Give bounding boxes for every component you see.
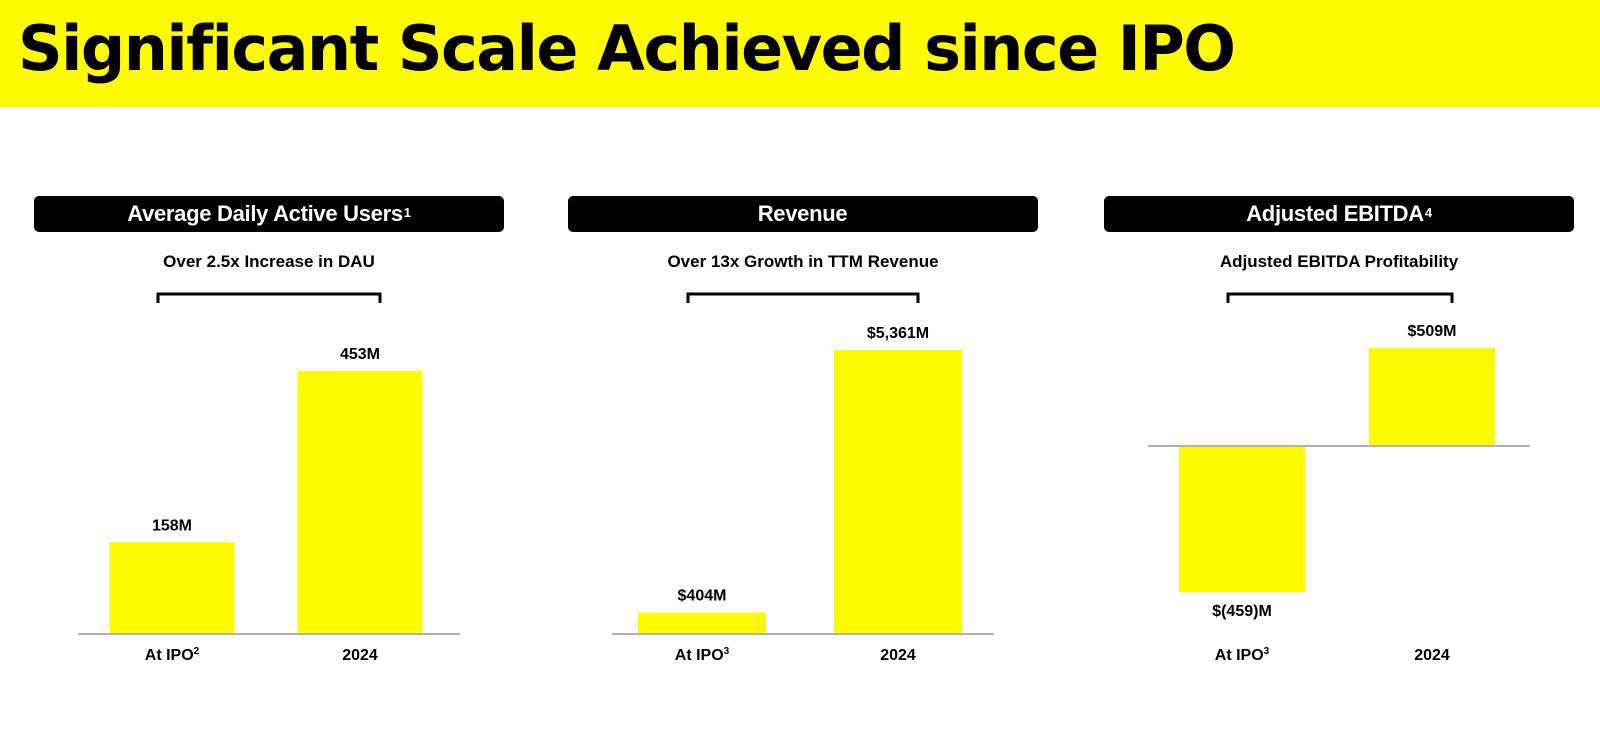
- revenue-panel: Revenue Over 13x Growth in TTM Revenue $…: [568, 196, 1038, 696]
- category-label-1: 2024: [880, 647, 916, 664]
- ebitda-panel: Adjusted EBITDA 4 Adjusted EBITDA Profita…: [1104, 196, 1574, 696]
- data-label-0: $(459)M: [1212, 603, 1272, 620]
- panel-header-ebitda: Adjusted EBITDA 4: [1104, 196, 1574, 232]
- data-label-1: $509M: [1408, 323, 1457, 340]
- ebitda-bar-chart: $(459)M At IPO3 $509M 2024: [1148, 292, 1530, 664]
- panel-header-label: Revenue: [757, 201, 848, 226]
- bar-1: [1369, 348, 1495, 446]
- comparison-bracket: [686, 292, 920, 303]
- panel-header-dau: Average Daily Active Users 1: [34, 196, 504, 232]
- dau-panel: Average Daily Active Users 1 Over 2.5x In…: [34, 196, 504, 696]
- dau-bar-chart: 158M At IPO2 453M 2024: [78, 292, 460, 664]
- category-label-1: 2024: [1414, 647, 1450, 664]
- panel-header-revenue: Revenue: [568, 196, 1038, 232]
- bar-0: [109, 542, 235, 634]
- data-label-0: $404M: [678, 588, 727, 605]
- page-title: Significant Scale Achieved since IPO: [18, 12, 1236, 85]
- category-label-0: At IPO3: [675, 646, 730, 664]
- panel-header-footnote: 1: [403, 204, 411, 220]
- panel-header-label: Average Daily Active Users: [127, 201, 403, 226]
- panel-subtitle: Over 13x Growth in TTM Revenue: [667, 252, 939, 271]
- category-label-0: At IPO2: [145, 646, 200, 664]
- bar-0: [1179, 446, 1305, 592]
- panel-subtitle: Over 2.5x Increase in DAU: [163, 252, 375, 271]
- category-label-1: 2024: [342, 647, 378, 664]
- bar-1: [297, 371, 423, 634]
- title-banner: Significant Scale Achieved since IPO: [0, 0, 1600, 107]
- panel-subtitle: Adjusted EBITDA Profitability: [1219, 252, 1459, 271]
- category-label-0: At IPO3: [1215, 646, 1270, 664]
- bar-0: [638, 612, 766, 634]
- data-label-1: 453M: [340, 346, 380, 363]
- data-label-1: $5,361M: [867, 325, 929, 342]
- comparison-bracket: [1226, 292, 1454, 303]
- revenue-bar-chart: $404M At IPO3 $5,361M 2024: [612, 292, 994, 664]
- bar-1: [834, 350, 962, 634]
- panel-header-label: Adjusted EBITDA: [1246, 201, 1424, 226]
- panel-header-footnote: 4: [1424, 204, 1432, 220]
- data-label-0: 158M: [152, 517, 192, 534]
- comparison-bracket: [156, 292, 382, 303]
